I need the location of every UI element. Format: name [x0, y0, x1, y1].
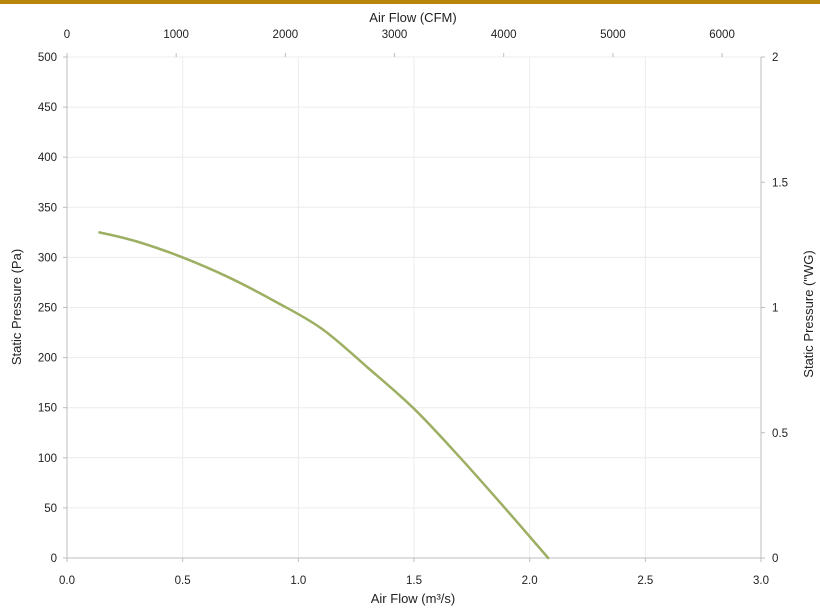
y2-tick-label: 0 [772, 553, 778, 565]
x-tick-label: 2.0 [522, 575, 538, 587]
x2-tick-label: 6000 [709, 29, 735, 41]
y-tick-label: 400 [38, 152, 57, 164]
y-tick-label: 150 [38, 403, 57, 415]
x-tick-label: 0.5 [175, 575, 191, 587]
y2-axis-title: Static Pressure ("WG) [801, 250, 816, 377]
y-tick-label: 500 [38, 52, 57, 64]
series-layer [98, 231, 550, 560]
y-tick-label: 300 [38, 252, 57, 264]
y2-tick-label: 0.5 [772, 428, 788, 440]
y2-tick-label: 2 [772, 52, 778, 64]
x-tick-label: 2.5 [637, 575, 653, 587]
y-tick-label: 50 [44, 503, 57, 515]
y-tick-label: 250 [38, 303, 57, 315]
x-tick-label: 1.0 [290, 575, 306, 587]
y-tick-label: 450 [38, 102, 57, 114]
y-tick-label: 100 [38, 453, 57, 465]
axes [63, 53, 765, 562]
y-tick-label: 200 [38, 353, 57, 365]
x2-tick-label: 0 [64, 29, 70, 41]
y-tick-label: 350 [38, 202, 57, 214]
fan-curve-line [98, 231, 550, 560]
x2-axis-title: Air Flow (CFM) [369, 10, 456, 25]
x2-tick-label: 4000 [491, 29, 517, 41]
x-tick-label: 0.0 [59, 575, 75, 587]
y-tick-label: 0 [51, 553, 57, 565]
top-accent-bar [0, 0, 820, 4]
y2-tick-label: 1.5 [772, 177, 788, 189]
y2-tick-label: 1 [772, 303, 778, 315]
x-tick-label: 3.0 [753, 575, 769, 587]
x-axis-title: Air Flow (m³/s) [371, 591, 456, 606]
y-axis-title: Static Pressure (Pa) [9, 249, 24, 365]
x2-tick-label: 1000 [163, 29, 189, 41]
x-tick-label: 1.5 [406, 575, 422, 587]
x2-tick-label: 2000 [273, 29, 299, 41]
x2-tick-label: 3000 [382, 29, 408, 41]
grid-lines [66, 56, 762, 559]
tick-labels: 05010015020025030035040045050000.511.520… [38, 29, 788, 587]
x2-tick-label: 5000 [600, 29, 626, 41]
